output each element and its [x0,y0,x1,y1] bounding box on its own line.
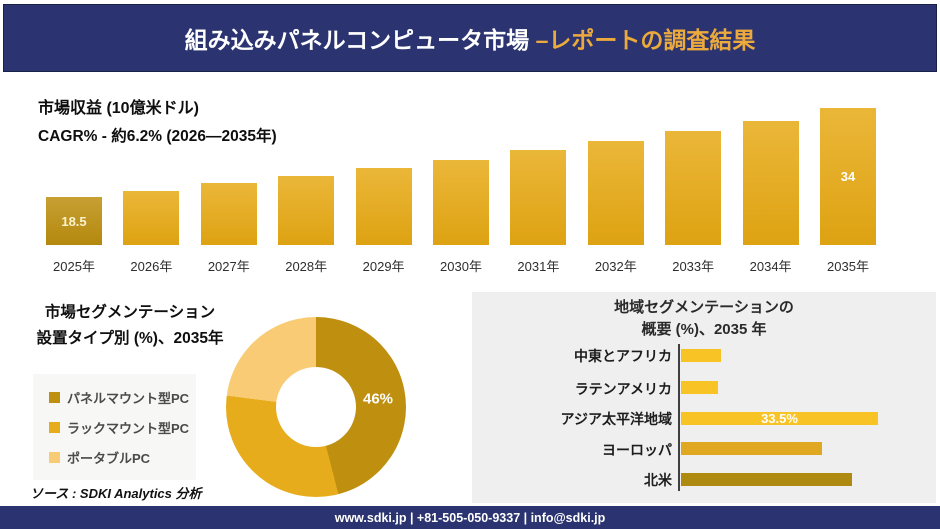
revenue-bar [355,168,412,245]
revenue-bar-year-label: 2030年 [440,259,482,274]
donut-hole [276,367,356,447]
revenue-bar-column: 2034年 [742,108,799,274]
legend-item: ポータブルPC [49,448,196,467]
region-chart-axis [678,344,680,491]
revenue-bar-year-label: 2027年 [207,259,250,274]
revenue-bar [742,121,799,245]
page-title: 組み込みパネルコンピュータ市場 [184,27,536,53]
page-title-accent: –レポートの調査結果 [535,27,756,53]
legend-item: ラックマウント型PC [49,418,196,437]
region-bar [681,442,822,455]
footer-bar: www.sdki.jp | +81-505-050-9337 | info@sd… [0,506,940,529]
footer-contact: www.sdki.jp | +81-505-050-9337 | info@sd… [334,510,606,525]
revenue-bar-column: 2030年 [433,108,489,274]
revenue-bar-year-label: 2026年 [130,259,173,274]
revenue-bar-year-label: 2028年 [285,259,328,274]
revenue-chart-title: 市場収益 (10億米ドル) [38,100,199,117]
header-banner: 組み込みパネルコンピュータ市場 –レポートの調査結果 [3,4,937,72]
revenue-bar-year-label: 2035年 [827,259,869,274]
revenue-bar-column: 34 2035年 [820,108,876,274]
legend-swatch-icon [49,451,60,463]
revenue-bar [665,131,722,245]
source-note: ソース : SDKI Analytics 分析 [30,486,202,501]
region-bar [681,349,721,362]
donut-legend: パネルマウント型PC ラックマウント型PC ポータブルPC [33,374,196,480]
region-label: ラテンアメリカ [574,381,672,397]
region-bar: 33.5% [681,411,878,426]
revenue-bar-column: 2033年 [665,108,722,274]
revenue-bar [46,197,102,245]
legend-label: パネルマウント型PC [67,390,190,406]
revenue-bar-year-label: 2032年 [594,259,637,274]
revenue-bar-year-label: 2025年 [53,259,95,274]
region-bar [681,473,852,486]
donut-chart-title: 市場セグメンテーション 設置タイプ別 (%)、2035年 [24,300,236,351]
revenue-bar-data-label: 18.5 [61,214,87,229]
legend-item: パネルマウント型PC [49,388,196,407]
legend-swatch-icon [49,421,60,433]
revenue-bar-year-label: 2029年 [362,259,405,274]
region-bar-data-label: 33.5% [761,411,798,426]
revenue-bar [820,108,876,245]
revenue-bar-column: 2029年 [355,108,412,274]
revenue-bar-column: 18.5 2025年 [46,108,102,274]
revenue-bar [123,191,180,245]
donut-data-label: 46% [362,390,394,408]
region-label: 中東とアフリカ [574,348,672,364]
revenue-bar [510,150,567,245]
legend-label: ラックマウント型PC [67,420,190,436]
revenue-bar-column: 2027年 [200,108,257,274]
legend-label: ポータブルPC [67,450,151,466]
legend-swatch-icon [49,391,60,403]
donut-title-line1: 市場セグメンテーション [44,304,216,321]
region-chart-title: 地域セグメンテーションの 概要 (%)、2035 年 [472,297,936,341]
revenue-bar [587,141,644,245]
revenue-bar [433,160,489,245]
revenue-bar-chart: 18.5 2025年 2026年 2027年 2028年 2029年 2030年 2031年 2… [46,108,886,278]
region-title-line1: 地域セグメンテーションの [614,299,794,316]
revenue-bar-column: 2032年 [587,108,644,274]
revenue-bar-column: 2028年 [278,108,335,274]
revenue-bar [200,183,257,245]
revenue-bar-column: 2031年 [510,108,567,274]
revenue-bar [278,176,335,245]
region-label: ヨーロッパ [602,442,672,458]
revenue-bar-column: 2026年 [123,108,180,274]
revenue-bar-data-label: 34 [840,169,856,184]
donut-title-line2: 設置タイプ別 (%)、2035年 [36,329,224,347]
region-label: 北米 [644,472,672,488]
revenue-chart-cagr: CAGR% - 約6.2% (2026―2035年) [38,128,277,145]
region-segmentation-section: 地域セグメンテーションの 概要 (%)、2035 年 中東とアフリカ ラテンアメリ… [472,292,936,503]
region-bar [681,381,718,394]
revenue-bar-year-label: 2034年 [749,259,792,274]
region-label: アジア太平洋地域 [560,411,672,427]
revenue-bar-year-label: 2033年 [672,259,715,274]
donut-chart: 46% [226,317,406,497]
region-title-line2: 概要 (%)、2035 年 [641,320,767,338]
revenue-bar-year-label: 2031年 [517,259,560,274]
